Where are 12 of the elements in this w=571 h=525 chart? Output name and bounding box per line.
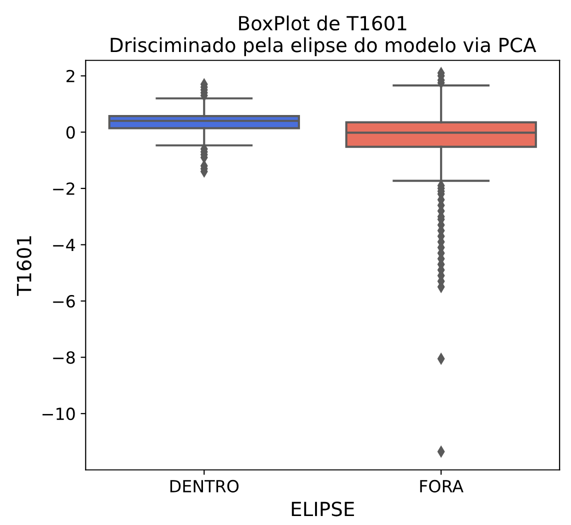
y-tick-label: −8 <box>53 351 75 364</box>
y-axis-title: T1601 <box>16 236 32 296</box>
x-tick-label: FORA <box>420 480 464 492</box>
y-tick-label: −10 <box>42 408 75 420</box>
y-tick-label: −6 <box>53 294 75 308</box>
y-tick-label: −4 <box>53 238 75 252</box>
y-tick-label: −2 <box>53 182 74 195</box>
x-axis-title: ELIPSE <box>292 502 354 516</box>
x-tick-label: DENTRO <box>170 480 239 492</box>
y-tick-label: 2 <box>66 70 74 82</box>
chart-title: BoxPlot de T1601 Drisciminado pela elipse do modelo via PCA <box>110 15 536 56</box>
y-tick-label: 0 <box>66 126 75 139</box>
